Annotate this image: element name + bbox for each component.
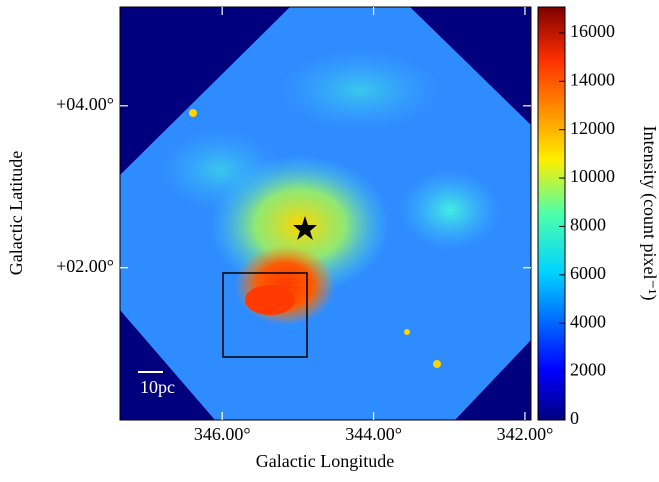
- y-axis-label: Galactic Latitude: [6, 151, 26, 275]
- colorbar-tick-label: 4000: [570, 311, 606, 331]
- colorbar: [537, 6, 566, 421]
- x-tick-label: 344.00°: [345, 424, 402, 444]
- sky-image: [120, 7, 531, 420]
- colorbar-tick-label: 16000: [570, 21, 615, 41]
- colorbar-tick-label: 6000: [570, 263, 606, 283]
- colorbar-tick-label: 10000: [570, 166, 615, 186]
- x-tick-label: 342.00°: [497, 424, 554, 444]
- colorbar-tick-label: 12000: [570, 118, 615, 138]
- colorbar-tick-label: 0: [570, 408, 579, 428]
- star-marker: [293, 216, 317, 240]
- x-tick-label: 346.00°: [194, 424, 251, 444]
- x-axis-label: Galactic Longitude: [256, 451, 394, 471]
- colorbar-tick-label: 8000: [570, 215, 606, 235]
- colorbar-tick-label: 2000: [570, 360, 606, 380]
- colorbar-tick-label: 14000: [570, 69, 615, 89]
- colorbar-label: Intensity (count pixel⁻¹): [639, 126, 659, 301]
- plot-frame: [119, 6, 532, 421]
- highlight-box: [222, 272, 308, 358]
- y-tick-label: +04.00°: [56, 94, 114, 114]
- scale-bar-label: 10pc: [140, 377, 175, 397]
- y-tick-label: +02.00°: [56, 256, 114, 276]
